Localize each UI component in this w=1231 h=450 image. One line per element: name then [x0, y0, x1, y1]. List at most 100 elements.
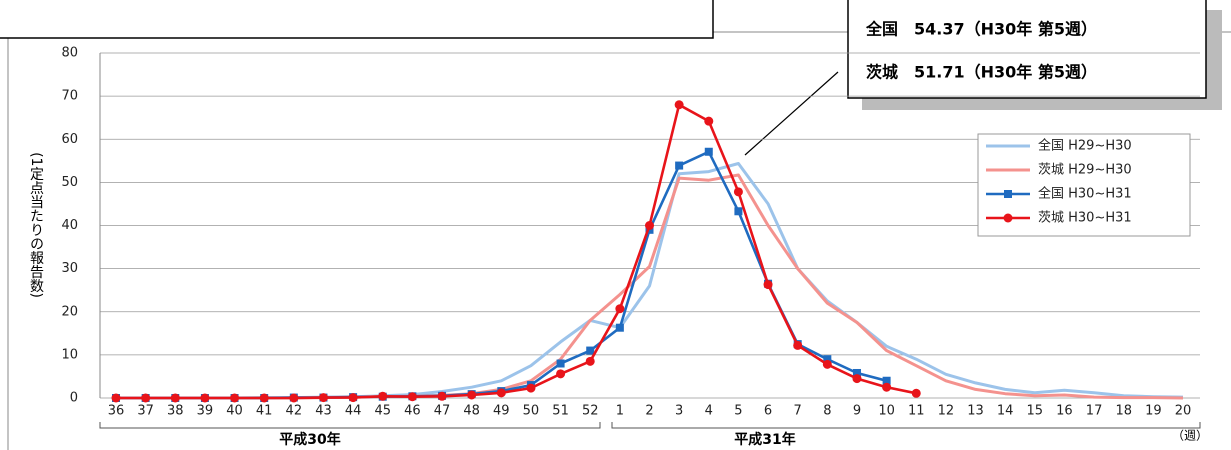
x-tick-label: 49: [493, 404, 510, 419]
x-tick-label: 20: [1175, 404, 1192, 419]
marker: [556, 359, 565, 368]
marker: [318, 393, 328, 403]
x-tick-label: 9: [853, 404, 861, 419]
y-tick-label: 0: [70, 391, 78, 406]
x-tick-label: 50: [523, 404, 540, 419]
annotation-pointer: [744, 71, 839, 156]
marker: [882, 376, 891, 385]
marker: [467, 390, 477, 400]
x-tick-label: 17: [1086, 404, 1103, 419]
year-bracket: [99, 422, 1201, 429]
marker: [170, 393, 180, 403]
series-line: [116, 150, 887, 400]
y-tick-label: 40: [61, 218, 78, 233]
x-tick-label: 15: [1027, 404, 1044, 419]
x-tick-label: 16: [1056, 404, 1073, 419]
marker: [111, 393, 121, 403]
x-tick-label: 3: [675, 404, 683, 419]
marker: [141, 393, 151, 403]
y-axis-label: (1定点当たりの報告数): [28, 152, 44, 298]
marker: [378, 391, 388, 401]
marker: [911, 388, 921, 398]
marker: [289, 393, 299, 403]
marker: [733, 187, 743, 197]
year-label: 平成30年: [279, 431, 340, 448]
y-tick-label: 80: [61, 46, 78, 61]
marker: [675, 161, 684, 170]
y-tick-label: 70: [61, 89, 78, 104]
x-tick-label: 45: [374, 404, 391, 419]
series-line: [116, 103, 917, 400]
year-label: 平成31年: [734, 431, 795, 448]
x-unit: （週）: [1172, 429, 1208, 443]
marker: [585, 356, 595, 366]
x-tick-label: 41: [256, 404, 273, 419]
marker: [674, 100, 684, 110]
x-tick-label: 8: [823, 404, 831, 419]
x-tick-label: 19: [1145, 404, 1162, 419]
legend-label: 茨城 H30~H31: [1038, 211, 1132, 226]
marker: [882, 382, 892, 392]
annotation-box: [847, 0, 1207, 99]
x-tick-label: 1: [616, 404, 624, 419]
marker: [615, 323, 624, 332]
marker: [437, 391, 447, 401]
legend-label: 全国 H29~H30: [1038, 138, 1132, 154]
x-tick-label: 38: [167, 404, 184, 419]
marker: [496, 388, 506, 398]
title-box: [0, 0, 714, 39]
x-tick-label: 12: [938, 404, 955, 419]
marker: [763, 280, 773, 290]
marker: [852, 374, 862, 384]
marker: [852, 368, 861, 377]
y-tick-label: 60: [61, 132, 78, 147]
x-tick-label: 48: [463, 404, 480, 419]
y-tick-label: 10: [61, 347, 78, 362]
x-tick-label: 2: [645, 404, 653, 419]
x-tick-label: 39: [197, 404, 214, 419]
y-tick-label: 50: [61, 175, 78, 190]
x-tick-label: 4: [705, 404, 713, 419]
marker: [645, 221, 654, 230]
marker: [348, 393, 358, 403]
marker: [200, 393, 210, 403]
x-tick-label: 36: [108, 404, 125, 419]
x-tick-label: 47: [434, 404, 451, 419]
x-tick-label: 40: [226, 404, 243, 419]
legend-label: 全国 H30~H31: [1038, 186, 1132, 202]
marker: [704, 147, 713, 156]
x-tick-label: 44: [345, 404, 362, 419]
annotation-text: 茨城 51.71（H30年 第5週）: [866, 63, 1097, 82]
x-tick-label: 37: [137, 404, 154, 419]
x-tick-label: 7: [794, 404, 802, 419]
marker: [822, 359, 832, 369]
x-tick-label: 51: [552, 404, 569, 419]
x-tick-label: 11: [908, 404, 925, 419]
x-tick-label: 52: [582, 404, 599, 419]
marker: [615, 304, 625, 314]
x-tick-label: 14: [997, 404, 1014, 419]
marker: [793, 340, 803, 350]
y-tick-label: 20: [61, 304, 78, 319]
x-tick-label: 42: [286, 404, 303, 419]
marker: [586, 346, 595, 355]
x-tick-label: 18: [1115, 404, 1132, 419]
x-tick-label: 46: [404, 404, 421, 419]
legend-label: 茨城 H29~H30: [1038, 163, 1132, 178]
y-tick-label: 30: [61, 261, 78, 276]
marker: [556, 369, 566, 379]
x-tick-label: 6: [764, 404, 772, 419]
x-tick-label: 43: [315, 404, 332, 419]
marker: [407, 392, 417, 402]
legend-marker: [1003, 213, 1013, 223]
x-tick-label: 5: [734, 404, 742, 419]
marker: [230, 393, 240, 403]
x-tick-label: 10: [878, 404, 895, 419]
marker: [259, 393, 269, 403]
x-tick-label: 13: [967, 404, 984, 419]
marker: [704, 116, 714, 126]
legend-marker: [1004, 190, 1012, 198]
marker: [526, 383, 536, 393]
annotation-text: 全国 54.37（H30年 第5週）: [865, 20, 1097, 39]
